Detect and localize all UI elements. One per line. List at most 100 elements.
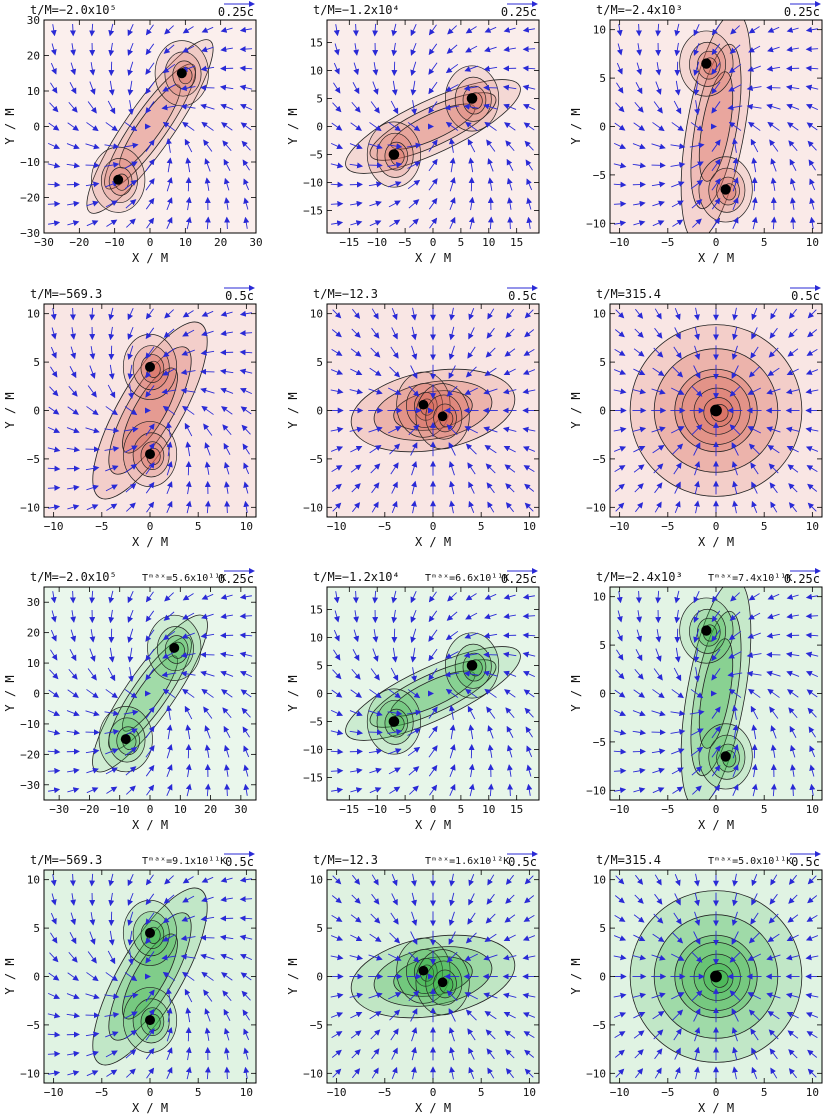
tmax-label: Tᵐᵃˣ=1.6x10¹²K	[425, 856, 509, 867]
black-hole-1	[113, 175, 123, 185]
x-tick-label: −10	[610, 1086, 630, 1099]
y-tick-label: −5	[27, 453, 40, 466]
x-tick-label: −5	[661, 803, 674, 816]
x-axis-label: X / M	[415, 251, 451, 265]
x-tick-label: 30	[249, 236, 262, 249]
black-hole-2	[720, 184, 730, 194]
x-axis-label: X / M	[132, 251, 168, 265]
velocity-arrow	[639, 24, 640, 35]
x-tick-label: −10	[610, 236, 630, 249]
velocity-arrow	[227, 218, 228, 229]
y-axis-label: Y / M	[3, 392, 17, 428]
x-axis-label: X / M	[415, 1101, 451, 1115]
x-tick-label: 0	[713, 803, 720, 816]
y-axis-label: Y / M	[3, 675, 17, 711]
y-tick-label: −10	[586, 501, 606, 514]
black-hole-1	[419, 400, 429, 410]
y-tick-label: −5	[593, 169, 606, 182]
x-tick-label: 10	[806, 236, 819, 249]
x-axis-label: X / M	[698, 535, 734, 549]
tmax-label: Tᵐᵃˣ=9.1x10¹¹K	[142, 856, 226, 867]
x-tick-label: 10	[523, 1086, 536, 1099]
x-tick-label: 5	[195, 1086, 202, 1099]
y-axis-label: Y / M	[569, 108, 583, 144]
x-tick-label: −5	[95, 1086, 108, 1099]
x-tick-label: 10	[482, 803, 495, 816]
x-tick-label: 10	[482, 236, 495, 249]
y-tick-label: −10	[303, 744, 323, 757]
x-tick-label: 15	[510, 236, 523, 249]
y-tick-label: 0	[599, 688, 606, 701]
y-tick-label: 5	[599, 72, 606, 85]
y-tick-label: 10	[593, 24, 606, 37]
y-axis-label: Y / M	[286, 675, 300, 711]
y-tick-label: 20	[27, 50, 40, 63]
x-tick-label: −10	[610, 803, 630, 816]
y-axis-label: Y / M	[286, 958, 300, 994]
panel-title: t/M=315.4	[596, 853, 661, 867]
x-tick-label: 0	[147, 803, 154, 816]
panel-title: t/M=−569.3	[30, 287, 102, 301]
x-tick-label: −10	[110, 803, 130, 816]
scale-label: 0.5c	[225, 289, 254, 303]
x-tick-label: −5	[378, 520, 391, 533]
x-tick-label: 5	[761, 236, 768, 249]
x-tick-label: −5	[398, 803, 411, 816]
black-hole-1	[389, 716, 400, 727]
y-tick-label: 5	[316, 92, 323, 105]
y-tick-label: 10	[310, 874, 323, 887]
velocity-arrow	[639, 591, 640, 602]
black-hole-1	[710, 971, 722, 983]
x-tick-label: 5	[478, 520, 485, 533]
y-tick-label: 5	[33, 356, 40, 369]
x-tick-label: 15	[510, 803, 523, 816]
black-hole-1	[121, 734, 131, 744]
x-tick-label: 30	[234, 803, 247, 816]
y-tick-label: 10	[593, 308, 606, 321]
y-tick-label: 10	[27, 85, 40, 98]
panel-title: t/M=−2.4x10³	[596, 3, 683, 17]
scale-label: 0.25c	[501, 572, 537, 586]
velocity-arrow	[73, 24, 74, 35]
y-tick-label: −5	[593, 1019, 606, 1032]
x-tick-label: 10	[806, 1086, 819, 1099]
velocity-arrow	[793, 785, 794, 796]
y-tick-label: −10	[20, 1067, 40, 1080]
panel-title: t/M=−1.2x10⁴	[313, 3, 400, 17]
x-tick-label: 5	[761, 1086, 768, 1099]
x-tick-label: −10	[367, 236, 387, 249]
panel-title: t/M=−12.3	[313, 287, 378, 301]
black-hole-2	[467, 660, 478, 671]
y-tick-label: −10	[586, 217, 606, 230]
x-tick-label: 5	[761, 803, 768, 816]
y-tick-label: 5	[316, 356, 323, 369]
y-tick-label: 0	[316, 121, 323, 134]
y-tick-label: 0	[316, 688, 323, 701]
y-tick-label: 0	[316, 971, 323, 984]
y-tick-label: −10	[586, 784, 606, 797]
velocity-arrow	[227, 1068, 228, 1079]
y-tick-label: −5	[310, 149, 323, 162]
y-tick-label: −15	[303, 205, 323, 218]
x-tick-label: 20	[214, 236, 227, 249]
x-tick-label: 10	[174, 803, 187, 816]
x-axis-label: X / M	[698, 251, 734, 265]
x-tick-label: 20	[204, 803, 217, 816]
black-hole-1	[710, 405, 722, 417]
black-hole-1	[701, 625, 711, 635]
x-tick-label: 5	[458, 236, 465, 249]
panel-title: t/M=−2.0x10⁵	[30, 3, 117, 17]
x-tick-label: −10	[105, 236, 125, 249]
black-hole-1	[389, 149, 400, 160]
y-tick-label: 15	[310, 36, 323, 49]
velocity-arrow	[73, 874, 74, 885]
x-axis-label: X / M	[698, 1101, 734, 1115]
panel-title: t/M=−12.3	[313, 853, 378, 867]
x-tick-label: 0	[147, 1086, 154, 1099]
black-hole-2	[177, 68, 187, 78]
